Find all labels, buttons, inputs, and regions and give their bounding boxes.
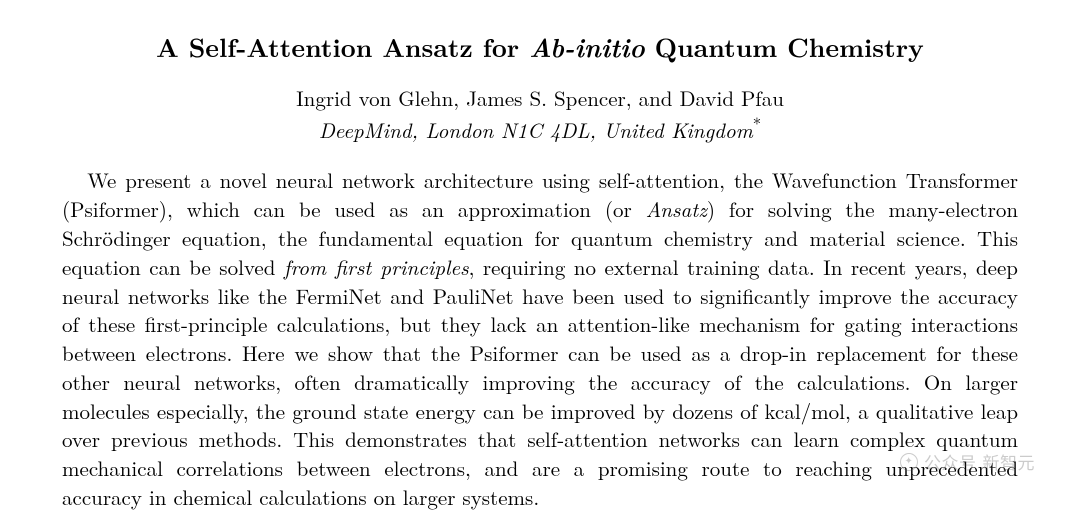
affiliation-text: DeepMind, London N1C 4DL, United Kingdom [319, 115, 753, 145]
paper-page: A Self-Attention Ansatz for Ab-initio Qu… [0, 0, 1080, 512]
abstract-italic-ansatz: Ansatz [646, 194, 707, 224]
paper-title: A Self-Attention Ansatz for Ab-initio Qu… [62, 30, 1018, 64]
affiliation-line: DeepMind, London N1C 4DL, United Kingdom… [62, 112, 1018, 144]
author-line: Ingrid von Glehn, James S. Spencer, and … [62, 84, 1018, 112]
abstract-text-3: , requiring no external training data. I… [62, 252, 1018, 512]
title-suffix: Quantum Chemistry [645, 28, 924, 65]
title-prefix: A Self-Attention Ansatz for [156, 28, 529, 65]
abstract-italic-first-principles: from first principles [284, 252, 469, 282]
abstract-paragraph: We present a novel neural network archit… [62, 166, 1018, 511]
title-italic: Ab-initio [529, 27, 645, 65]
affiliation-mark: * [753, 111, 761, 135]
